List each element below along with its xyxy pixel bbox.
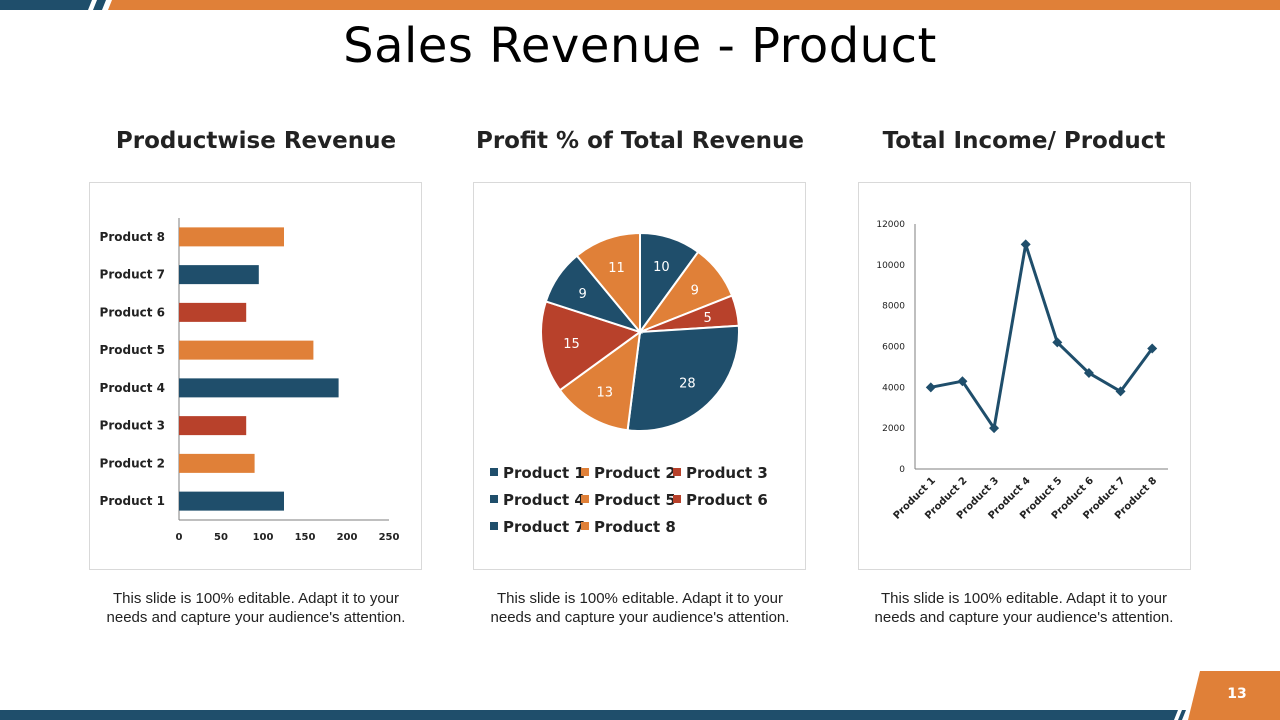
legend-label: Product 7 [503, 518, 585, 536]
bar-x-tick-label: 0 [176, 532, 183, 543]
bar-category-label: Product 5 [100, 343, 165, 357]
bar-category-label: Product 7 [100, 268, 165, 282]
bar-x-tick-label: 150 [295, 532, 316, 543]
legend-item-product-6: Product 6 [673, 491, 768, 509]
line-marker-product-7 [1115, 386, 1126, 397]
line-marker-product-1 [925, 382, 936, 393]
legend-label: Product 5 [594, 491, 676, 509]
line-y-tick-label: 2000 [882, 424, 905, 434]
bar-category-label: Product 6 [100, 305, 165, 319]
legend-swatch [673, 495, 681, 503]
top-accent-bar [0, 0, 1280, 10]
bottom-bar-blue-small [1178, 710, 1186, 720]
line-marker-product-5 [1052, 337, 1063, 348]
line-y-tick-label: 6000 [882, 343, 905, 353]
bar-product-4 [179, 378, 339, 398]
bar-category-label: Product 1 [100, 494, 165, 508]
bar-category-label: Product 4 [100, 381, 165, 395]
bar-chart: Product 1 Product 2 Product 3 Product 4 Prod… [100, 218, 400, 543]
pie-data-label: 5 [703, 311, 711, 326]
page-number: 13 [1227, 686, 1247, 702]
pie-chart-title: Profit % of Total Revenue [475, 128, 804, 154]
legend-swatch [581, 522, 589, 530]
line-y-tick-label: 10000 [876, 261, 905, 271]
bar-x-tick-label: 100 [253, 532, 274, 543]
line-chart-title: Total Income/ Product [882, 128, 1166, 154]
top-bar-orange [108, 0, 1280, 10]
legend-swatch [490, 495, 498, 503]
bar-product-6 [179, 302, 247, 322]
line-marker-product-2 [957, 376, 968, 387]
line-y-tick-label: 4000 [882, 383, 905, 393]
bar-x-tick-label: 50 [214, 532, 228, 543]
pie-slice-product-8 [575, 231, 641, 335]
legend-item-product-1: Product 1 [490, 464, 585, 482]
line-y-tick-label: 8000 [882, 302, 905, 312]
legend-item-product-7: Product 7 [490, 518, 585, 536]
pie-data-label: 11 [608, 261, 625, 276]
bar-category-label: Product 2 [100, 456, 165, 470]
bar-product-2 [179, 453, 255, 473]
pie-slice-product-6 [540, 300, 643, 392]
line-chart-caption: This slide is 100% editable. Adapt it to… [874, 590, 1174, 626]
bar-product-1 [179, 491, 284, 511]
legend-label: Product 1 [503, 464, 585, 482]
top-bar-blue [0, 0, 92, 10]
pie-slice-product-4 [626, 324, 740, 432]
legend-label: Product 4 [503, 491, 585, 509]
pie-data-label: 9 [691, 284, 699, 299]
legend-swatch [490, 468, 498, 476]
legend-label: Product 3 [686, 464, 768, 482]
legend-swatch [490, 522, 498, 530]
legend-item-product-8: Product 8 [581, 518, 676, 536]
pie-chart-caption: This slide is 100% editable. Adapt it to… [490, 590, 790, 626]
bottom-bar-blue [0, 710, 1178, 720]
line-marker-product-4 [1020, 239, 1031, 250]
legend-label: Product 2 [594, 464, 676, 482]
bar-product-5 [179, 340, 314, 360]
pie-data-label: 13 [596, 386, 613, 401]
line-y-tick-label: 0 [899, 465, 905, 475]
slide-title: Sales Revenue - Product [343, 18, 937, 74]
legend-item-product-4: Product 4 [490, 491, 585, 509]
bar-category-label: Product 3 [100, 419, 165, 433]
line-marker-product-3 [989, 423, 1000, 434]
bar-chart-title: Productwise Revenue [115, 128, 397, 154]
bar-x-tick-label: 200 [337, 532, 358, 543]
legend-swatch [673, 468, 681, 476]
legend-label: Product 8 [594, 518, 676, 536]
bar-product-7 [179, 265, 259, 285]
pie-data-label: 9 [579, 287, 587, 302]
line-y-tick-label: 12000 [876, 220, 905, 230]
pie-data-label: 15 [563, 337, 580, 352]
bar-x-tick-label: 250 [379, 532, 400, 543]
legend-swatch [581, 495, 589, 503]
legend-item-product-5: Product 5 [581, 491, 676, 509]
pie-data-label: 10 [653, 260, 670, 275]
line-marker-product-8 [1147, 343, 1158, 354]
line-series [930, 242, 1154, 430]
bottom-accent-bar [0, 710, 1186, 720]
bar-product-8 [179, 227, 284, 247]
legend-item-product-3: Product 3 [673, 464, 768, 482]
bar-product-3 [179, 416, 247, 436]
page-number-box [1188, 671, 1280, 720]
legend-item-product-2: Product 2 [581, 464, 676, 482]
bar-chart-caption: This slide is 100% editable. Adapt it to… [106, 590, 406, 626]
legend-swatch [581, 468, 589, 476]
line-marker-product-6 [1083, 368, 1094, 379]
bar-category-label: Product 8 [100, 230, 165, 244]
pie-data-label: 28 [679, 377, 696, 392]
legend-label: Product 6 [686, 491, 768, 509]
top-bar-orange-small [93, 0, 106, 10]
pie-slice-product-5 [558, 329, 642, 432]
